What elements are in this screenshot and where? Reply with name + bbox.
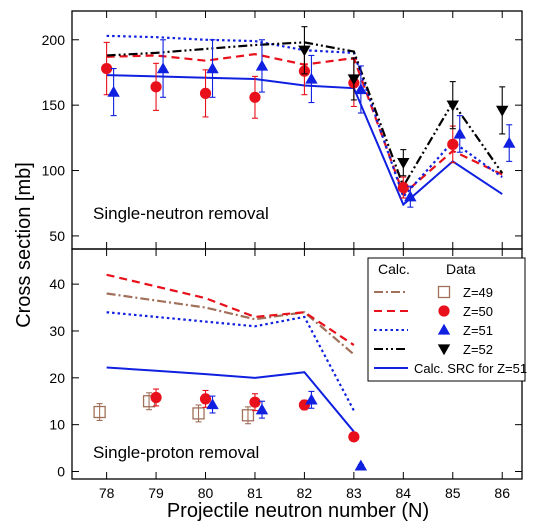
data-point-z51 <box>156 62 170 74</box>
x-tick-label: 86 <box>494 485 510 501</box>
data-point-z50 <box>348 431 360 443</box>
data-point-z49 <box>93 405 106 419</box>
panel-annotation: Single-proton removal <box>93 443 259 462</box>
legend-label-z52: Z=52 <box>463 342 493 357</box>
data-point-z50 <box>249 91 261 103</box>
data-point-z52 <box>298 45 311 57</box>
y-axis-label: Cross section [mb] <box>13 162 35 328</box>
legend-marker-z51 <box>437 323 451 335</box>
data-point-z51 <box>206 398 219 410</box>
legend-label-src: Calc. SRC for Z=51 <box>414 361 527 376</box>
data-point-z50 <box>249 396 261 408</box>
data-point-z50 <box>150 81 162 93</box>
x-tick-label: 81 <box>247 485 263 501</box>
data-point-z51 <box>354 83 368 95</box>
x-tick-label: 79 <box>148 485 164 501</box>
legend-box <box>367 257 526 382</box>
legend-label-z51: Z=51 <box>463 323 493 338</box>
data-point-z50 <box>397 181 409 194</box>
data-point-z52 <box>397 158 410 169</box>
data-point-z52 <box>446 100 459 112</box>
data-point-z50 <box>101 62 113 75</box>
legend: Calc. Data Z=49 Z=50 Z=51 Z=52 Calc. SRC for Z… <box>367 257 527 382</box>
data-point-z50 <box>150 391 162 404</box>
series-line-z50 <box>106 273 355 346</box>
legend-label-z49: Z=49 <box>463 285 493 300</box>
series-line-z49 <box>106 292 355 356</box>
data-point-z51 <box>404 190 417 202</box>
y-tick-label: 30 <box>49 323 65 339</box>
x-tick-label: 85 <box>445 485 461 501</box>
panel-single-neutron: 50 100 150 200 Single-neutron removal <box>42 10 523 250</box>
y-tick-label: 0 <box>57 464 65 480</box>
y-tick-label: 50 <box>49 228 65 244</box>
data-point-z51 <box>107 85 120 97</box>
data-point-z51 <box>453 127 466 139</box>
x-tick-label: 80 <box>198 485 214 501</box>
legend-header-calc: Calc. <box>378 261 410 277</box>
data-point-z51 <box>305 72 318 84</box>
legend-marker-z52 <box>437 344 451 356</box>
series-line-src <box>106 366 355 433</box>
x-tick-label: 82 <box>297 485 313 501</box>
legend-marker-z49 <box>437 285 451 299</box>
panel-annotation: Single-neutron removal <box>93 204 269 223</box>
panel-single-proton: 0 10 20 30 40 78 79 80 81 82 83 84 85 86 Single-proton… <box>49 248 523 501</box>
x-tick-label: 84 <box>396 485 412 501</box>
y-tick-label: 150 <box>42 97 66 113</box>
data-point-z51 <box>206 62 219 74</box>
data-point-z52 <box>496 105 509 117</box>
data-point-z51 <box>255 403 269 415</box>
data-point-z51 <box>255 59 269 71</box>
data-point-z49 <box>192 407 205 420</box>
data-point-z51 <box>503 136 516 148</box>
x-tick-label: 83 <box>346 485 362 501</box>
x-axis-label: Projectile neutron number (N) <box>167 500 429 521</box>
legend-header-data: Data <box>446 261 476 277</box>
data-point-z49 <box>241 409 255 422</box>
y-tick-label: 40 <box>49 276 65 292</box>
y-tick-label: 200 <box>42 32 66 48</box>
data-point-z50 <box>447 138 459 150</box>
y-tick-label: 20 <box>49 370 65 386</box>
data-point-z52 <box>347 74 361 86</box>
y-tick-label: 10 <box>49 417 65 433</box>
y-tick-label: 100 <box>42 163 66 179</box>
data-point-z51 <box>305 393 318 405</box>
legend-label-z50: Z=50 <box>463 304 493 319</box>
x-tick-label: 78 <box>99 485 115 501</box>
data-point-z50 <box>199 87 212 99</box>
legend-marker-z50 <box>438 305 450 317</box>
data-point-z51 <box>354 459 368 471</box>
data-point-z50 <box>199 393 212 405</box>
